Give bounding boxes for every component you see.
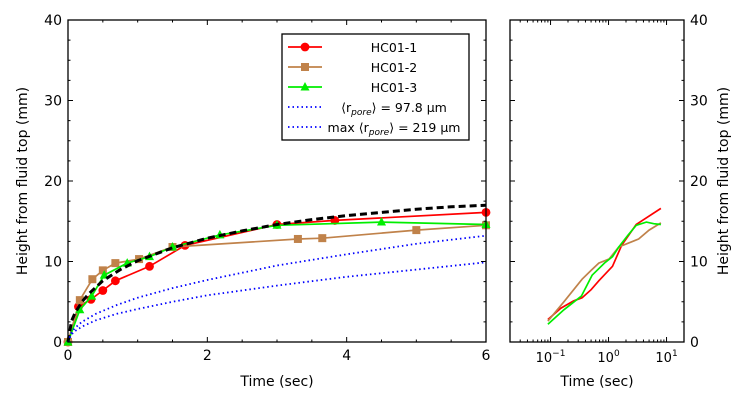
legend-label: HC01-3	[371, 80, 418, 95]
series-line	[67, 211, 487, 343]
data-point	[377, 217, 386, 226]
series-line	[547, 207, 662, 321]
legend-label: max ⟨rpore⟩ = 219 μm	[328, 120, 461, 138]
y-tick-label: 0	[53, 335, 62, 351]
data-point	[87, 291, 97, 300]
main-chart: 0 2 4 6 0 10 20 30 40 Time (sec) Height from fluid…	[15, 13, 491, 390]
x-tick-label: 0	[64, 348, 73, 364]
x-axis-label: Time (sec)	[239, 374, 313, 390]
data-point	[110, 276, 120, 286]
y-tick-label: 0	[690, 335, 699, 351]
y-tick-label: 10	[44, 255, 62, 271]
x-tick-label: 6	[482, 348, 491, 364]
data-point	[293, 234, 302, 243]
legend-marker	[300, 82, 310, 91]
x-axis-label: Time (sec)	[559, 374, 633, 390]
data-point	[98, 286, 108, 295]
x-tick-label: 4	[342, 348, 351, 364]
legend: HC01-1 HC01-2 HC01-3 ⟨rpore⟩ = 97.8 μm max ⟨…	[281, 33, 470, 141]
data-point	[99, 270, 109, 279]
data-point	[75, 296, 84, 305]
series-line	[66, 203, 487, 343]
legend-marker	[300, 42, 310, 52]
y-tick-label: 30	[690, 94, 708, 110]
series-line	[547, 222, 662, 322]
legend-label: HC01-2	[371, 60, 418, 75]
data-point	[412, 226, 421, 235]
y-tick-label: 10	[690, 255, 708, 271]
x-tick-label: 2	[203, 348, 212, 364]
y-axis-label: Height from fluid top (mm)	[716, 87, 732, 275]
y-tick-label: 40	[690, 13, 708, 29]
data-point	[111, 259, 120, 268]
series-line	[67, 234, 487, 343]
data-point	[98, 266, 107, 275]
x-tick-label: 10−1	[536, 349, 566, 366]
legend-label: HC01-1	[371, 40, 418, 55]
data-point	[145, 261, 154, 271]
data-point	[75, 304, 85, 314]
y-tick-label: 20	[690, 174, 708, 190]
y-tick-label: 30	[44, 94, 62, 110]
y-tick-label: 20	[44, 174, 62, 190]
legend-marker	[301, 63, 309, 71]
data-point	[88, 275, 97, 284]
y-axis-label: Height from fluid top (mm)	[15, 87, 31, 275]
data-point	[318, 234, 327, 243]
y-tick-label: 40	[44, 13, 62, 29]
series-line	[67, 224, 487, 343]
series-line	[547, 221, 661, 325]
plot-frame	[509, 19, 685, 343]
x-tick-label: 100	[597, 349, 620, 366]
legend-label: ⟨rpore⟩ = 97.8 μm	[341, 100, 447, 118]
x-tick-label: 101	[655, 349, 677, 366]
